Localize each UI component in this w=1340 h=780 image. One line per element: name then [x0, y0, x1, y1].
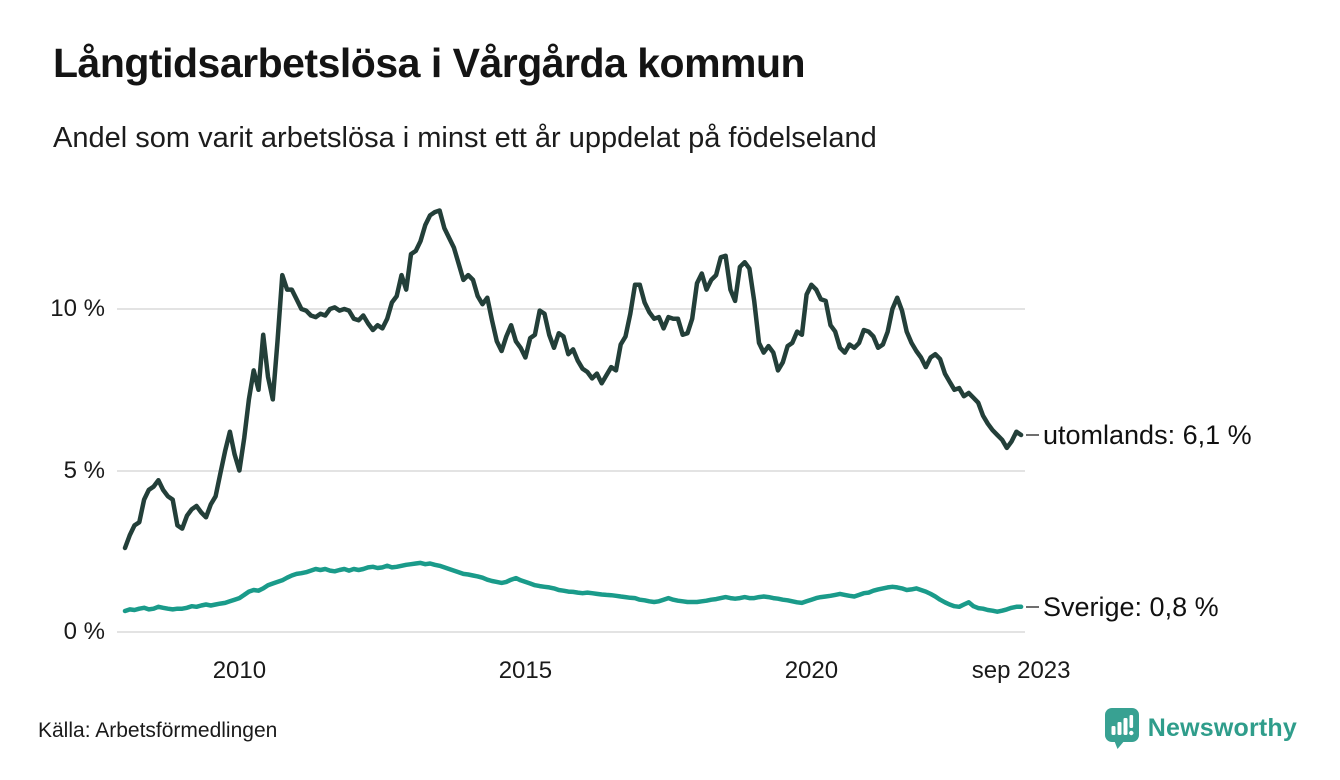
utomlands-tick-dash-icon: [1026, 433, 1039, 437]
y-axis-label-0: 0 %: [63, 618, 105, 645]
series-label-sverige: Sverige: 0,8 %: [1026, 590, 1219, 624]
utomlands-label-text: utomlands: 6,1 %: [1043, 419, 1252, 450]
sverige-label-text: Sverige: 0,8 %: [1043, 591, 1219, 622]
line-series-utomlands: [122, 208, 1024, 551]
line-series-Sverige: [122, 560, 1024, 614]
series-label-utomlands: utomlands: 6,1 %: [1026, 418, 1252, 452]
gridline-10-percent: [117, 308, 1025, 310]
y-axis-label-5: 5 %: [63, 456, 105, 484]
newsworthy-brand: Newsworthy: [1104, 708, 1297, 749]
newsworthy-logo-text: Newsworthy: [1147, 714, 1297, 742]
chart-subtitle: Andel som varit arbetslösa i minst ett å…: [53, 122, 877, 154]
y-axis-label-10: 10 %: [50, 295, 105, 322]
gridline-0-percent: [117, 631, 1025, 633]
x-axis-label-sep2023: sep 2023: [971, 657, 1071, 684]
x-axis-label-2015: 2015: [498, 657, 553, 684]
chart-title: Långtidsarbetslösa i Vårgårda kommun: [53, 40, 806, 86]
gridline-5-percent: [117, 469, 1025, 472]
x-axis-label-2020: 2020: [784, 657, 839, 684]
source-credit: Källa: Arbetsförmedlingen: [38, 719, 278, 742]
newsworthy-logo-icon: [1104, 708, 1139, 749]
x-axis-label-2010: 2010: [212, 657, 267, 684]
sverige-tick-dash-icon: [1026, 605, 1039, 609]
